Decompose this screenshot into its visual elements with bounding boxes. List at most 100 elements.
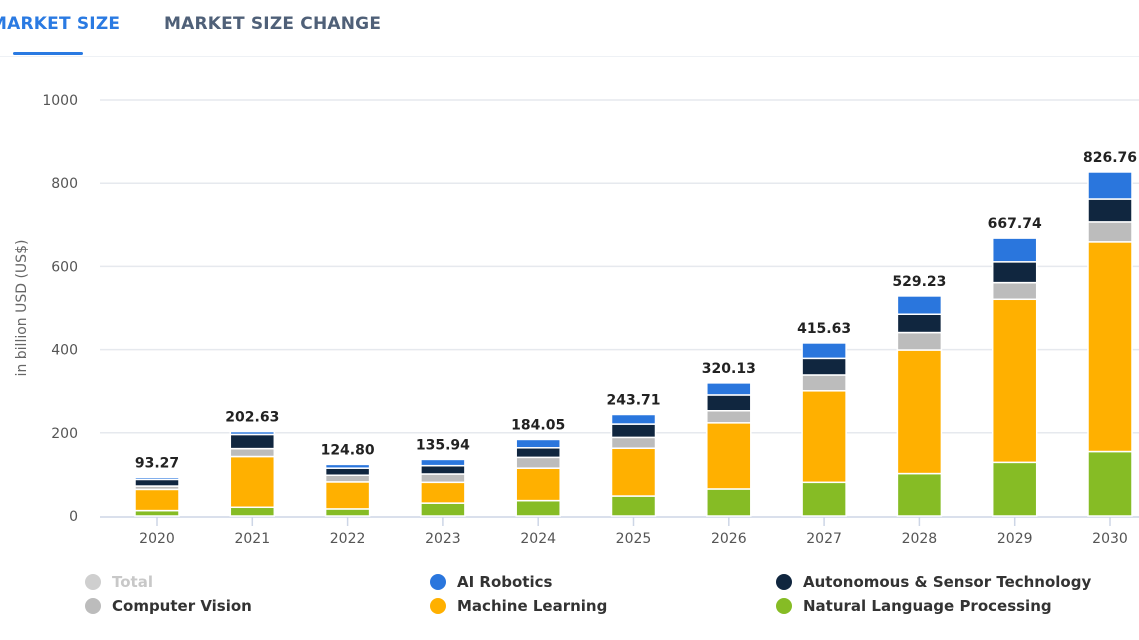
- total-data-label: 826.76: [1083, 150, 1137, 166]
- bar-segment: [324, 474, 371, 483]
- bar-segment: [801, 342, 847, 360]
- y-tick-label: 800: [51, 176, 78, 192]
- y-tick-label: 400: [51, 343, 78, 359]
- y-tick-label: 1000: [42, 93, 78, 109]
- x-tick-label: 2022: [330, 531, 366, 547]
- bar-segment: [896, 349, 943, 475]
- bar-segment: [610, 423, 657, 439]
- bar-segment: [420, 502, 466, 517]
- tab-market-size[interactable]: MARKET SIZE: [0, 14, 121, 34]
- total-data-label: 415.63: [797, 321, 851, 337]
- legend-dot: [85, 574, 101, 590]
- bar-segment: [706, 410, 752, 424]
- bar-segment: [1087, 450, 1133, 517]
- bar-segment: [229, 455, 276, 509]
- bar-segment: [991, 461, 1038, 517]
- bar-segment: [610, 495, 657, 517]
- bar-segment: [515, 499, 561, 517]
- total-data-label: 529.23: [892, 274, 946, 290]
- legend-item-machine-learning[interactable]: Machine Learning: [430, 597, 607, 615]
- total-data-label: 93.27: [135, 455, 179, 471]
- bar-segment: [706, 394, 752, 412]
- legend-label: AI Robotics: [457, 573, 553, 591]
- bar-segment: [801, 374, 847, 392]
- x-tick-label: 2029: [997, 531, 1033, 547]
- bar-segment: [610, 447, 657, 497]
- bar-segment: [515, 447, 561, 459]
- bar-segment: [515, 467, 561, 502]
- legend-dot: [776, 598, 792, 614]
- legend: Total AI Robotics Autonomous & Sensor Te…: [0, 573, 1139, 623]
- legend-label: Computer Vision: [112, 597, 252, 615]
- x-tick-label: 2025: [616, 531, 652, 547]
- bar-segment: [801, 481, 847, 517]
- bar-segment: [134, 476, 180, 481]
- y-tick-label: 600: [51, 259, 78, 275]
- bar-segment: [324, 481, 371, 510]
- bar-segment: [991, 281, 1038, 301]
- bar-segment: [1087, 221, 1133, 243]
- bar-segment: [229, 433, 276, 450]
- bar-segment: [991, 298, 1038, 464]
- x-tick-label: 2024: [520, 531, 556, 547]
- bar-segment: [324, 508, 371, 517]
- bar-segment: [229, 430, 276, 436]
- bar-segment: [991, 237, 1038, 263]
- tab-market-size-change[interactable]: MARKET SIZE CHANGE: [164, 14, 382, 34]
- bar-segment: [515, 456, 561, 469]
- bar-segment: [1087, 198, 1133, 223]
- bar-segment: [896, 313, 943, 334]
- bar-segment: [801, 390, 847, 484]
- x-tick-label: 2021: [234, 531, 270, 547]
- x-tick-label: 2023: [425, 531, 461, 547]
- legend-item-autonomous-sensor[interactable]: Autonomous & Sensor Technology: [776, 573, 1091, 591]
- legend-item-computer-vision[interactable]: Computer Vision: [85, 597, 252, 615]
- x-tick-label: 2028: [902, 531, 938, 547]
- bar-segment: [1087, 241, 1133, 453]
- bar-segment: [896, 331, 943, 351]
- legend-item-nlp[interactable]: Natural Language Processing: [776, 597, 1052, 615]
- legend-dot: [430, 598, 446, 614]
- legend-dot: [85, 598, 101, 614]
- total-data-label: 320.13: [702, 361, 756, 377]
- bar-segment: [134, 488, 180, 512]
- bar-segment: [706, 422, 752, 490]
- legend-label: Total: [112, 573, 153, 591]
- total-data-label: 202.63: [225, 410, 279, 426]
- stacked-bar-chart: 0 200 400 600 800 1000 in billion USD (US$) 202…: [14, 93, 1139, 547]
- bar-segment: [1087, 171, 1133, 200]
- total-data-label: 135.94: [416, 437, 470, 453]
- bar-segment: [896, 472, 943, 517]
- bar-segment: [229, 447, 276, 458]
- bar-segment: [801, 357, 847, 376]
- total-data-label: 124.80: [321, 442, 375, 458]
- bar-segment: [420, 481, 466, 504]
- bar-segment: [324, 467, 371, 476]
- legend-dot: [776, 574, 792, 590]
- bar-segment: [324, 463, 371, 469]
- x-tick-label: 2030: [1092, 531, 1128, 547]
- bar-segment: [610, 413, 657, 425]
- y-tick-label: 200: [51, 426, 78, 442]
- x-tick-label: 2027: [806, 531, 842, 547]
- x-tick-label: 2020: [139, 531, 175, 547]
- active-tab-indicator: [13, 52, 83, 55]
- bar-segment: [229, 506, 276, 517]
- y-tick-label: 0: [69, 509, 78, 525]
- legend-item-total[interactable]: Total: [85, 573, 153, 591]
- bar-segment: [515, 438, 561, 449]
- bar-segment: [134, 478, 180, 487]
- total-data-label: 243.71: [606, 392, 660, 408]
- x-tick-label: 2026: [711, 531, 747, 547]
- bar-segment: [991, 261, 1038, 284]
- bar-segment: [134, 509, 180, 517]
- tab-bar: MARKET SIZE MARKET SIZE CHANGE: [0, 0, 1139, 57]
- legend-label: Machine Learning: [457, 597, 608, 615]
- total-data-label: 184.05: [511, 417, 565, 433]
- legend-item-ai-robotics[interactable]: AI Robotics: [430, 573, 552, 591]
- bar-segment: [610, 436, 657, 449]
- bar-segment: [420, 458, 466, 467]
- bar-segment: [896, 295, 943, 315]
- bar-segment: [706, 382, 752, 396]
- bar-segment: [420, 464, 466, 475]
